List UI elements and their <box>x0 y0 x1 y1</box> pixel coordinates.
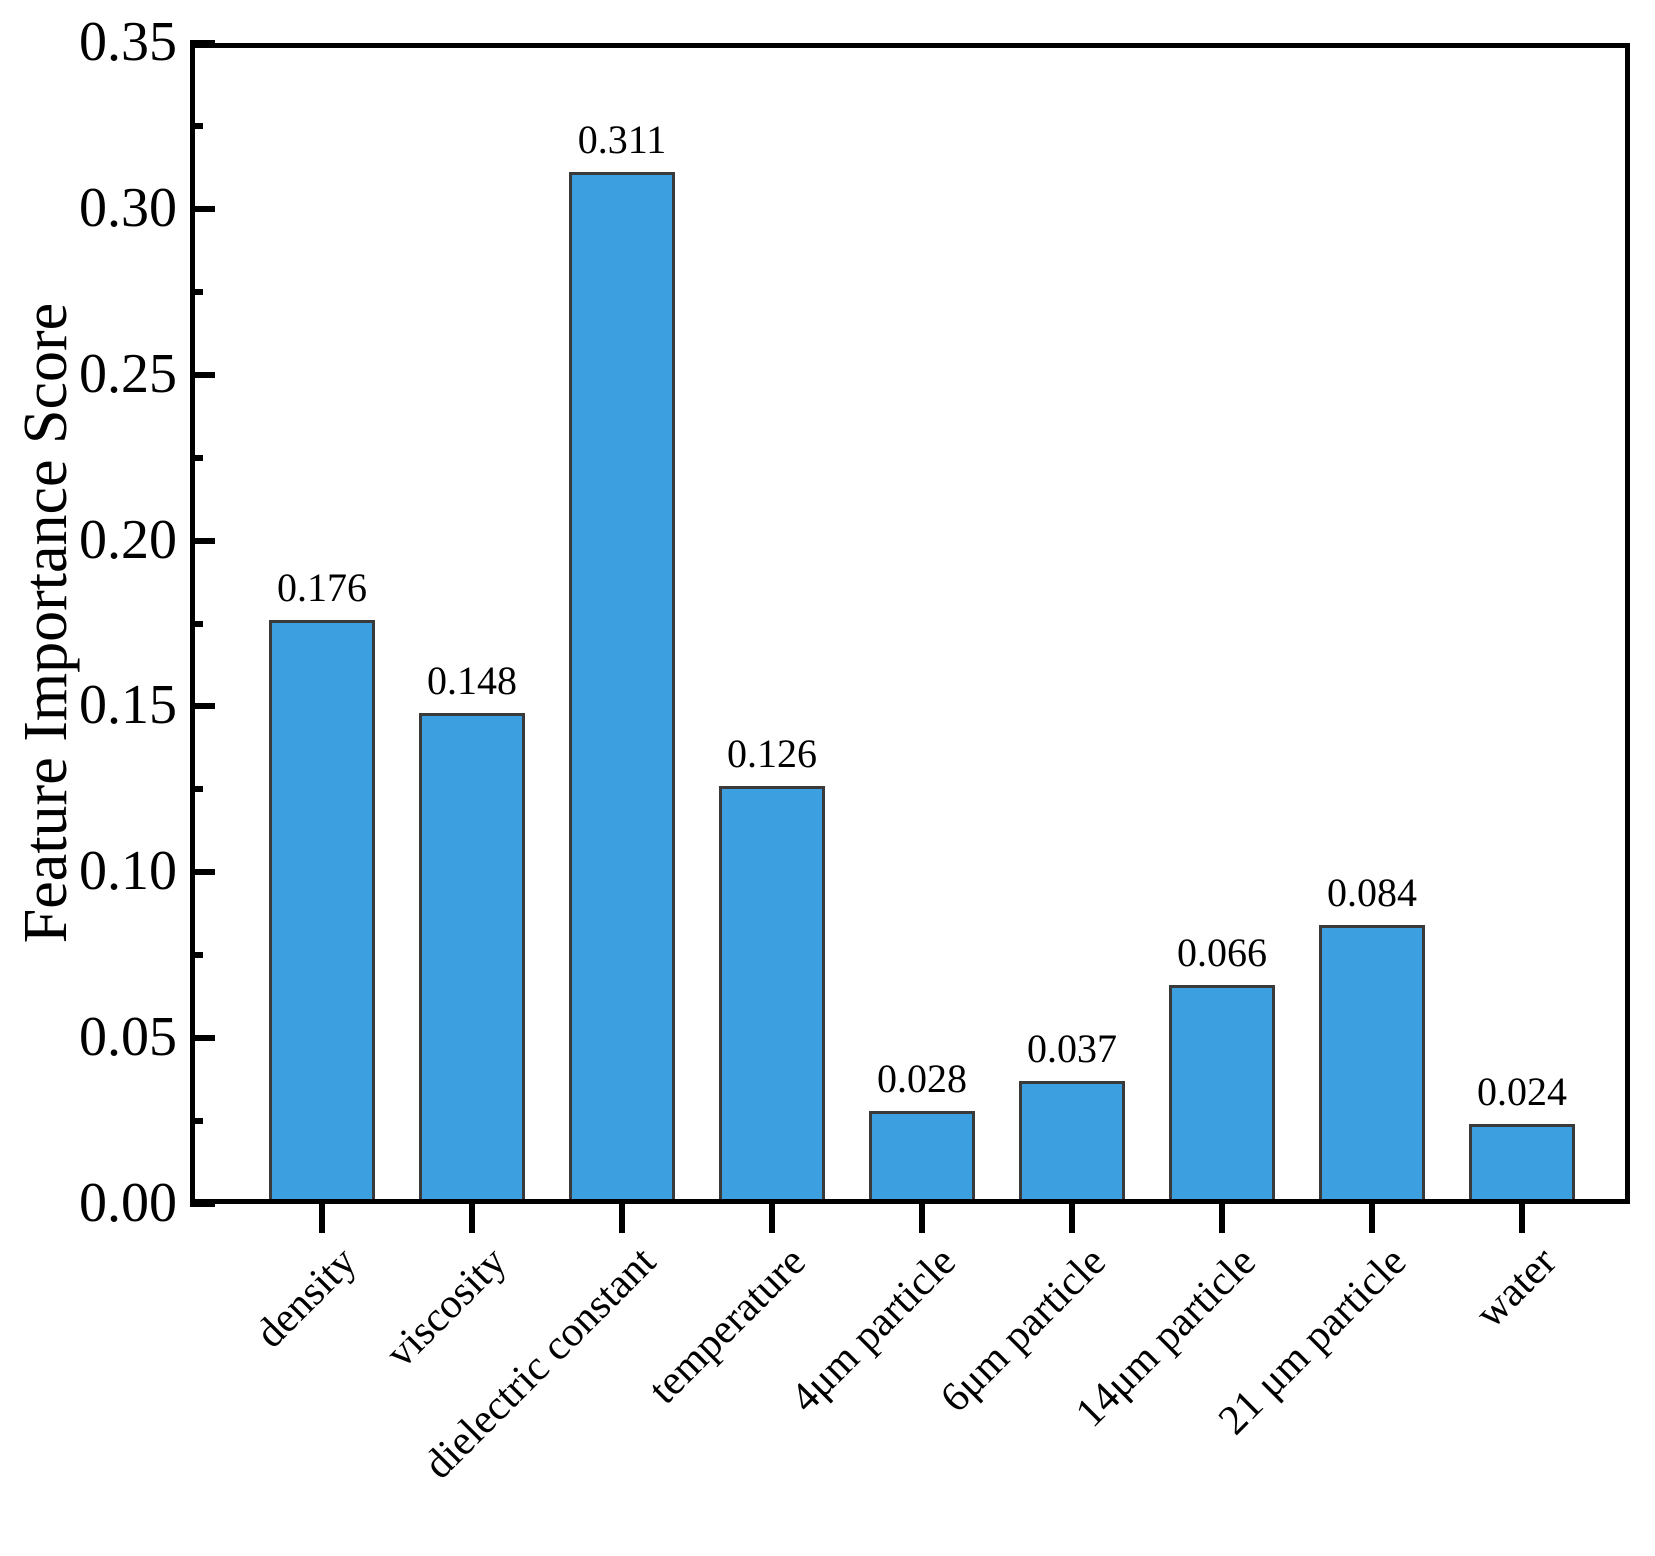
bar-density <box>269 620 375 1204</box>
y-axis-major-tick <box>190 40 215 46</box>
x-axis-tick <box>619 1204 625 1233</box>
x-axis-tick <box>469 1204 475 1233</box>
y-tick-label: 0.20 <box>79 508 177 571</box>
bar-6-m-particle <box>1019 1081 1125 1204</box>
x-axis-tick <box>919 1204 925 1233</box>
bar-value-label: 0.024 <box>1477 1069 1567 1115</box>
y-axis-minor-tick <box>190 786 203 793</box>
x-tick-label: density <box>246 1238 366 1357</box>
plot-area <box>190 43 1630 1204</box>
x-tick-label: viscosity <box>376 1238 516 1377</box>
bar-4-m-particle <box>869 1111 975 1204</box>
y-tick-label: 0.00 <box>79 1171 177 1234</box>
y-axis-major-tick <box>190 703 215 710</box>
y-tick-label: 0.25 <box>79 342 177 405</box>
bar-value-label: 0.148 <box>427 658 517 704</box>
x-tick-label: water <box>1466 1238 1566 1338</box>
bar-temperature <box>719 786 825 1204</box>
y-axis-major-tick <box>190 1035 215 1042</box>
y-axis-major-tick <box>190 371 215 378</box>
y-axis-minor-tick <box>190 620 203 627</box>
y-axis-minor-tick <box>190 1118 203 1125</box>
bar-value-label: 0.084 <box>1327 870 1417 916</box>
y-axis-minor-tick <box>190 288 203 295</box>
y-axis-title: Feature Importance Score <box>12 302 80 944</box>
bar-14-m-particle <box>1169 985 1275 1204</box>
y-tick-label: 0.10 <box>79 840 177 903</box>
y-tick-label: 0.15 <box>79 674 177 737</box>
x-axis-tick <box>769 1204 775 1233</box>
bar-water <box>1469 1124 1575 1204</box>
bar-value-label: 0.028 <box>877 1056 967 1102</box>
bar-value-label: 0.176 <box>277 565 367 611</box>
bar-value-label: 0.311 <box>577 117 667 163</box>
x-axis-tick <box>1069 1204 1075 1233</box>
y-axis-major-tick <box>190 869 215 876</box>
y-axis-minor-tick <box>190 952 203 959</box>
bar-dielectric-constant <box>569 172 675 1204</box>
y-axis-major-tick <box>190 205 215 212</box>
y-tick-label: 0.05 <box>79 1006 177 1069</box>
x-axis-tick <box>1369 1204 1375 1233</box>
x-axis-tick <box>1519 1204 1525 1233</box>
x-axis-tick <box>1219 1204 1225 1233</box>
y-axis-major-tick <box>190 1201 215 1207</box>
y-axis-minor-tick <box>190 454 203 461</box>
y-axis-major-tick <box>190 537 215 544</box>
y-axis-minor-tick <box>190 122 203 129</box>
bar-value-label: 0.037 <box>1027 1026 1117 1072</box>
y-tick-label: 0.35 <box>79 10 177 73</box>
x-axis-tick <box>319 1204 325 1233</box>
bar-viscosity <box>419 713 525 1204</box>
bar-value-label: 0.126 <box>727 731 817 777</box>
bar-21-m-particle <box>1319 925 1425 1204</box>
y-tick-label: 0.30 <box>79 176 177 239</box>
bar-value-label: 0.066 <box>1177 930 1267 976</box>
